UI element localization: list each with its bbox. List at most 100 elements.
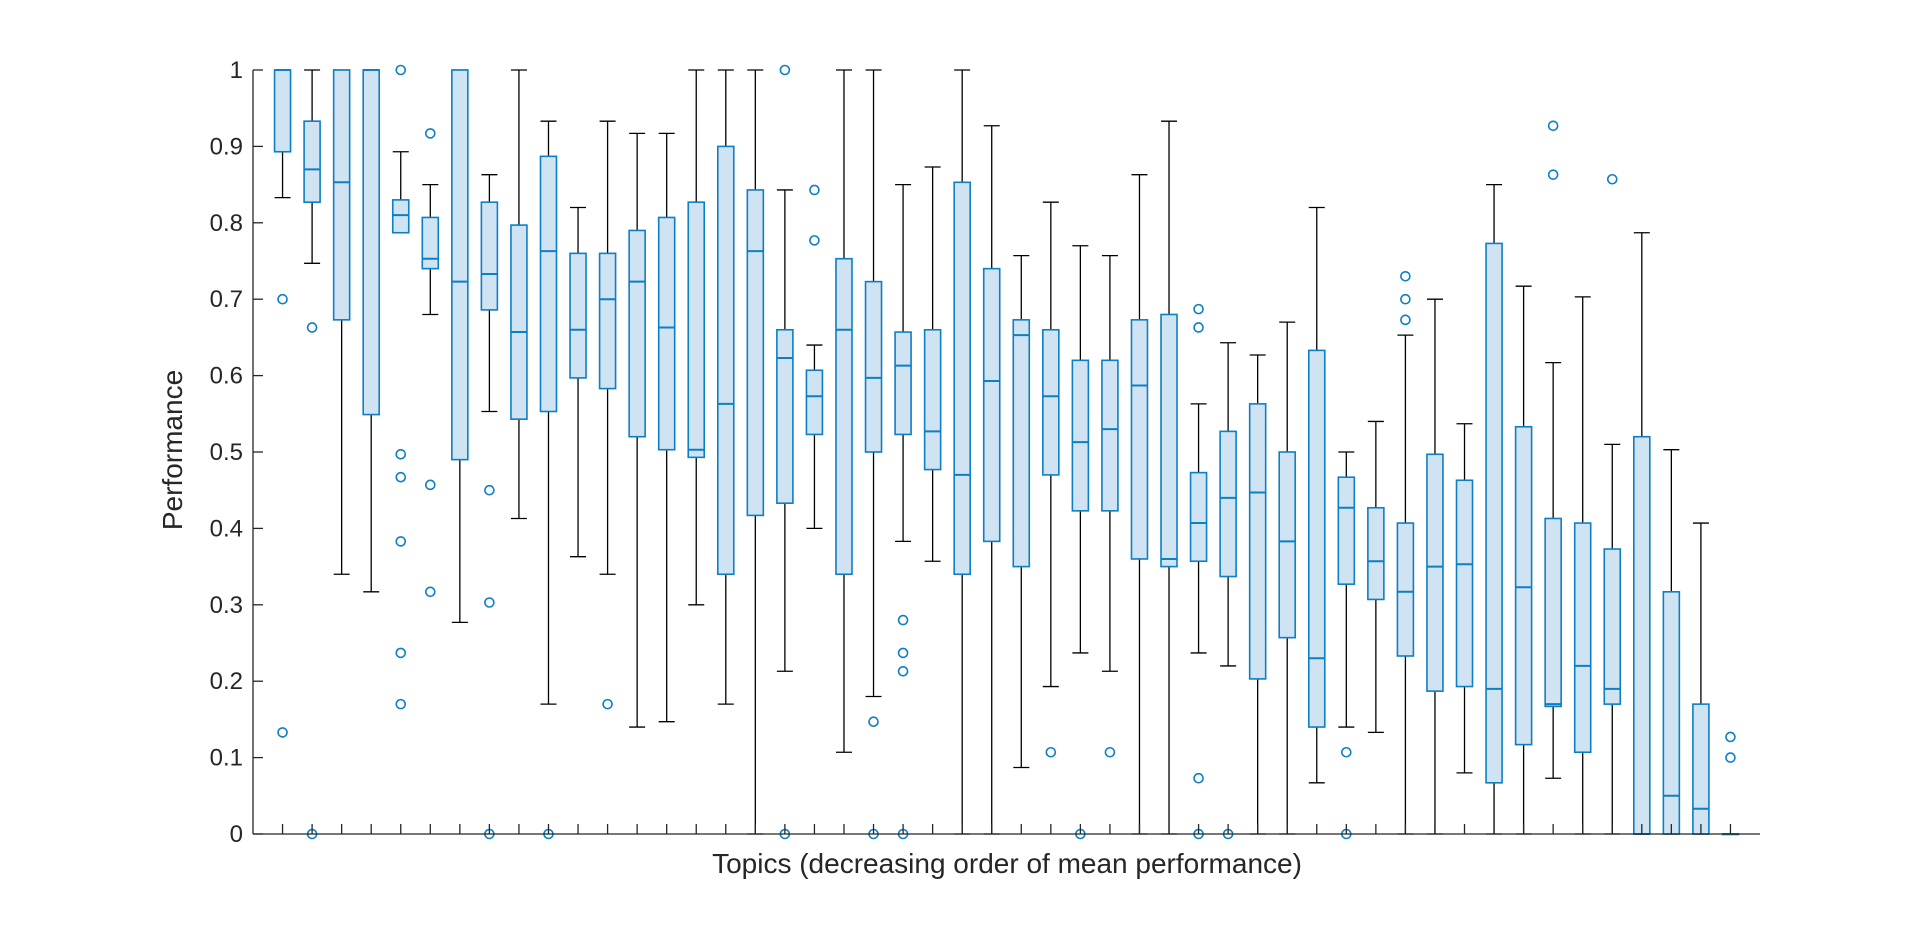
box [1307, 349, 1326, 728]
outlier-point [1547, 169, 1559, 180]
outlier-point [1547, 120, 1559, 132]
outlier-point [1193, 772, 1204, 784]
box-group-6 [421, 128, 440, 598]
outlier-point [1725, 752, 1736, 763]
outlier-point [1104, 746, 1116, 758]
outlier-point [779, 64, 791, 76]
box [391, 199, 410, 234]
box-group-50 [1721, 731, 1740, 836]
y-tick-label: 0.6 [210, 363, 243, 390]
box [1455, 479, 1474, 688]
box-group-36 [1307, 206, 1326, 784]
outlier-point [395, 536, 407, 547]
outlier-point [809, 235, 820, 246]
box-group-23 [923, 166, 942, 562]
box-group-43 [1514, 285, 1533, 835]
box-group-8 [480, 174, 499, 840]
box-group-39 [1396, 270, 1415, 835]
outlier-point [897, 614, 909, 626]
outlier-point [1045, 746, 1057, 758]
y-tick-label: 0.9 [210, 133, 243, 160]
outlier-point [1400, 270, 1411, 282]
box [1337, 476, 1356, 585]
outlier-point [395, 698, 407, 710]
box-group-35 [1278, 321, 1297, 835]
box [569, 252, 587, 379]
box-group-22 [894, 183, 912, 840]
y-tick-label: 0 [230, 821, 243, 848]
box-group-13 [628, 132, 646, 728]
box [1101, 359, 1119, 512]
box [332, 69, 351, 321]
box [1544, 517, 1562, 708]
outlier-point [602, 698, 613, 710]
outlier-point [1606, 173, 1618, 185]
box-group-41 [1455, 423, 1474, 774]
box [982, 267, 1001, 543]
box-group-29 [1101, 255, 1119, 758]
box-group-27 [1042, 201, 1060, 758]
box-group-32 [1189, 303, 1208, 840]
box-group-31 [1160, 120, 1178, 835]
y-tick-label: 0.1 [210, 745, 243, 772]
outlier-point [424, 128, 436, 139]
box [1012, 319, 1031, 568]
box-group-26 [1012, 255, 1031, 769]
box [1426, 453, 1444, 692]
box [1633, 435, 1651, 835]
box [303, 120, 321, 203]
box-group-46 [1603, 173, 1622, 835]
outlier-point [897, 665, 909, 677]
box [273, 69, 292, 153]
box-group-15 [687, 69, 706, 606]
box-group-37 [1337, 451, 1356, 840]
outlier-point [424, 586, 436, 598]
box [1485, 242, 1503, 784]
box [835, 257, 853, 576]
box [1219, 430, 1237, 578]
outlier-point [1341, 746, 1352, 758]
box-group-47 [1633, 232, 1651, 835]
box-group-12 [598, 120, 617, 710]
outlier-point [484, 484, 495, 496]
y-tick-label: 0.5 [210, 439, 243, 466]
box-group-33 [1219, 342, 1237, 840]
box [1189, 471, 1208, 563]
outlier-point [809, 184, 820, 196]
box [776, 328, 794, 504]
box [716, 145, 735, 576]
box [687, 201, 706, 459]
box-group-24 [953, 69, 971, 835]
outlier-point [395, 647, 407, 659]
y-tick-label: 0.4 [210, 515, 243, 542]
box-group-16 [716, 69, 735, 705]
box [1603, 548, 1622, 705]
y-axis-title: Performance [157, 370, 188, 530]
box-group-30 [1130, 174, 1149, 835]
box-group-17 [746, 69, 765, 835]
y-tick-label: 1 [230, 57, 243, 84]
box [923, 328, 942, 471]
box [1071, 359, 1090, 512]
box [657, 216, 676, 451]
box [598, 252, 617, 390]
box-group-3 [332, 69, 351, 575]
box [1160, 313, 1178, 568]
box [510, 224, 528, 420]
outlier-point [1725, 731, 1736, 743]
box-group-21 [864, 69, 883, 840]
box [628, 229, 646, 438]
box-group-28 [1071, 245, 1090, 840]
outlier-point [897, 647, 909, 659]
box-group-34 [1248, 354, 1267, 835]
box-group-19 [805, 184, 824, 530]
box [1278, 451, 1297, 639]
box-group-25 [982, 125, 1001, 835]
outlier-point [277, 293, 288, 305]
box-group-9 [510, 69, 528, 520]
box-group-49 [1692, 522, 1710, 835]
outlier-point [395, 471, 407, 483]
box [746, 189, 765, 517]
outlier-point [1400, 293, 1411, 305]
